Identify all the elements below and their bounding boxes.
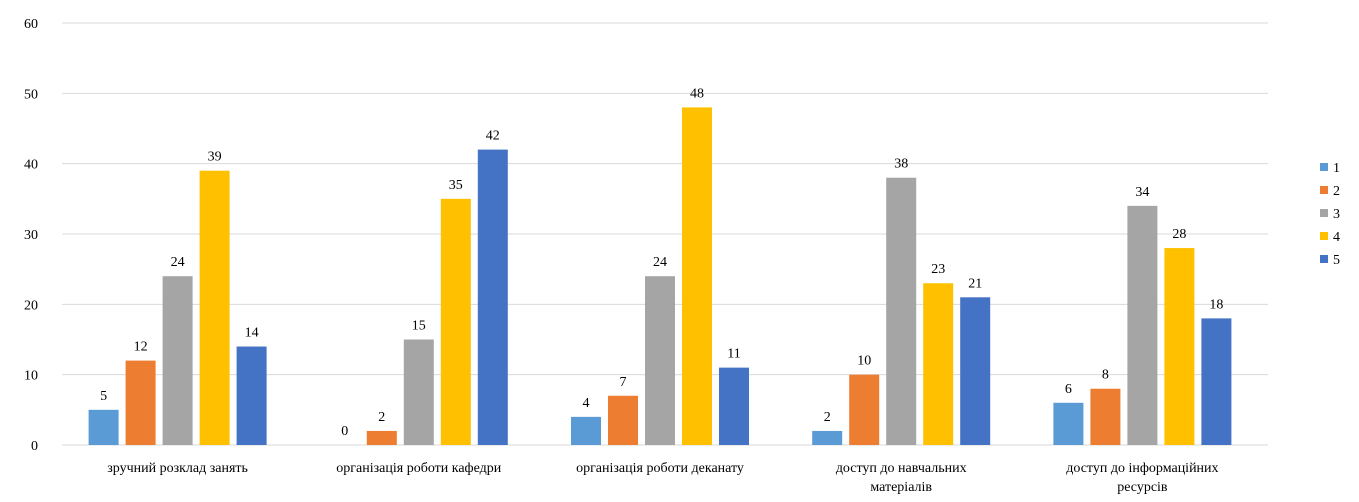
y-tick-label: 0 (31, 439, 38, 454)
bar (1053, 402, 1084, 445)
legend-swatch (1320, 232, 1328, 240)
data-label: 10 (857, 354, 871, 369)
bar (1090, 388, 1121, 445)
data-label: 4 (583, 396, 590, 411)
bar (1164, 248, 1195, 445)
bar (1127, 205, 1158, 445)
legend-swatch (1320, 163, 1328, 171)
category-label: доступ до навчальних (836, 461, 967, 476)
data-label: 35 (449, 178, 463, 193)
legend-label: 2 (1333, 184, 1340, 199)
y-axis-ticks: 0 10 20 30 40 50 60 (24, 17, 38, 454)
data-label: 15 (412, 319, 426, 334)
y-tick-label: 60 (24, 17, 38, 32)
y-tick-label: 40 (24, 158, 38, 173)
data-label: 5 (100, 389, 107, 404)
data-label: 12 (134, 340, 148, 355)
y-tick-label: 50 (24, 87, 38, 102)
category-label: доступ до інформаційних (1066, 461, 1218, 476)
bar (162, 276, 193, 445)
category-label: матеріалів (870, 480, 932, 495)
bar (236, 346, 267, 445)
data-label: 0 (341, 424, 348, 439)
category-label: організація роботи деканату (576, 461, 744, 476)
bar (571, 416, 601, 445)
data-label: 24 (171, 255, 185, 270)
bar (1201, 318, 1232, 445)
bar (608, 395, 638, 445)
category-label: організація роботи кафедри (336, 461, 501, 476)
data-label: 14 (245, 326, 259, 341)
data-label: 42 (486, 129, 500, 144)
y-tick-label: 30 (24, 228, 38, 243)
bar (645, 276, 675, 445)
bar (682, 107, 712, 446)
data-label: 48 (690, 86, 704, 101)
category-labels: зручний розклад занять організація роботи… (107, 461, 1218, 495)
bar (849, 374, 880, 445)
data-label: 28 (1172, 227, 1186, 242)
bar (477, 149, 508, 445)
bar (403, 339, 434, 445)
data-label: 7 (620, 375, 627, 390)
data-label: 24 (653, 255, 667, 270)
y-tick-label: 20 (24, 298, 38, 313)
bar (199, 170, 230, 445)
data-label: 34 (1135, 185, 1149, 200)
legend-swatch (1320, 255, 1328, 263)
data-label: 23 (931, 262, 945, 277)
bar (886, 177, 917, 445)
legend-label: 4 (1333, 230, 1340, 245)
legend: 1 2 3 4 5 (1320, 161, 1340, 268)
bar (812, 430, 843, 445)
data-labels: 5 12 24 39 14 0 2 15 35 42 4 7 24 48 11 2 10 38 23 21 6 8 34 28… (100, 86, 1223, 439)
bar (719, 367, 749, 445)
y-tick-label: 10 (24, 369, 38, 384)
data-label: 8 (1102, 368, 1109, 383)
bar (366, 430, 397, 445)
data-label: 39 (208, 150, 222, 165)
data-label: 2 (378, 410, 385, 425)
legend-swatch (1320, 186, 1328, 194)
category-label: зручний розклад занять (107, 461, 248, 476)
bar (440, 198, 471, 445)
bar (960, 297, 991, 445)
legend-label: 5 (1333, 253, 1340, 268)
bars (88, 107, 1232, 446)
legend-swatch (1320, 209, 1328, 217)
data-label: 38 (894, 157, 908, 172)
category-label: ресурсів (1117, 480, 1168, 495)
bar (125, 360, 156, 445)
bar (923, 283, 954, 445)
data-label: 6 (1065, 382, 1072, 397)
legend-label: 3 (1333, 207, 1340, 222)
data-label: 2 (824, 410, 831, 425)
data-label: 18 (1209, 297, 1223, 312)
data-label: 21 (968, 276, 982, 291)
data-label: 11 (727, 347, 740, 362)
bar (88, 409, 119, 445)
legend-label: 1 (1333, 161, 1340, 176)
